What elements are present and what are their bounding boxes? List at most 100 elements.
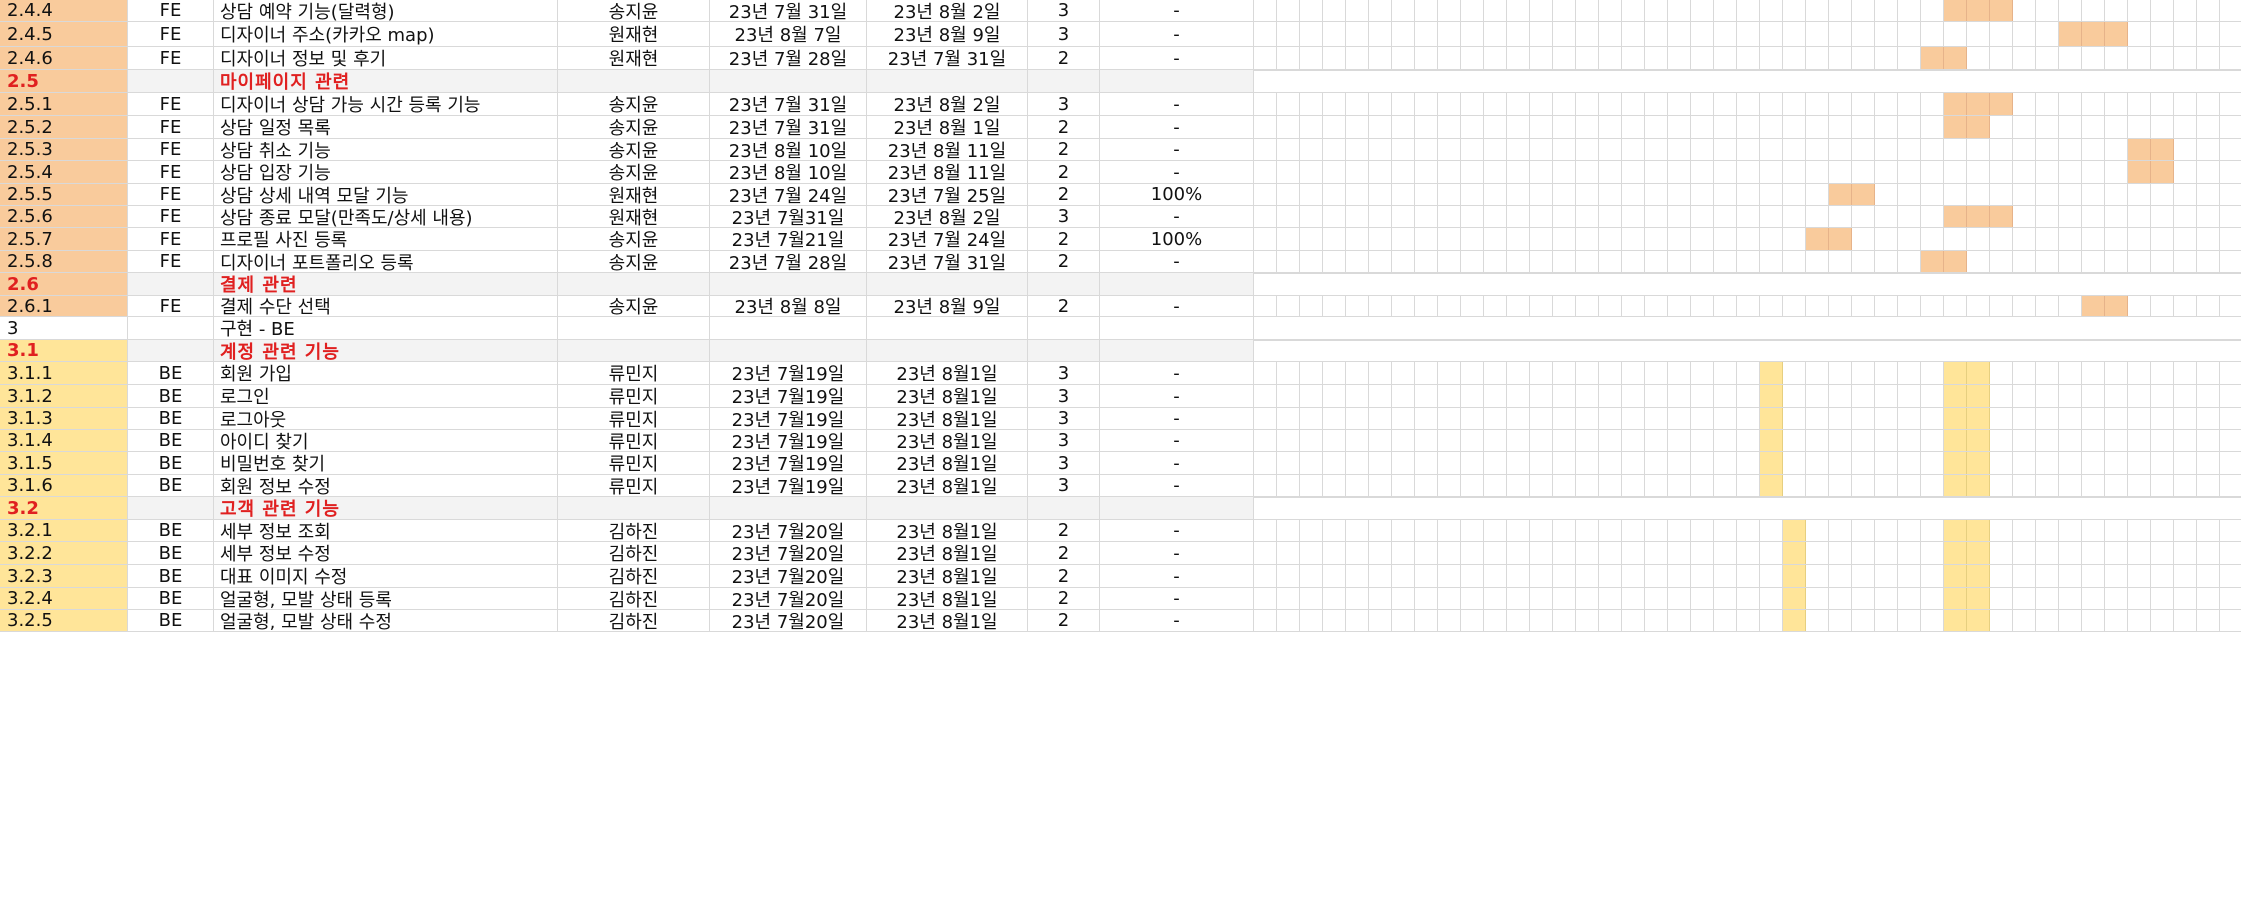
gantt-day-cell[interactable] (2013, 47, 2036, 69)
gantt-day-cell[interactable] (1369, 408, 1392, 429)
gantt-day-cell[interactable] (2220, 161, 2241, 183)
gantt-day-cell[interactable] (1645, 116, 1668, 138)
gantt-bar-cell[interactable] (1967, 588, 1990, 609)
gantt-day-cell[interactable] (1668, 22, 1691, 46)
gantt-day-cell[interactable] (1852, 296, 1875, 316)
gantt-bar-cell[interactable] (1783, 610, 1806, 631)
end-date-cell[interactable] (867, 317, 1028, 340)
gantt-day-cell[interactable] (1806, 430, 1829, 451)
owner-cell[interactable]: 김하진 (558, 588, 710, 610)
start-date-cell[interactable]: 23년 8월 10일 (710, 139, 867, 161)
gantt-day-cell[interactable] (1714, 161, 1737, 183)
progress-cell[interactable]: - (1100, 362, 1254, 385)
gantt-day-cell[interactable] (1369, 588, 1392, 609)
gantt-day-cell[interactable] (2036, 139, 2059, 160)
gantt-day-cell[interactable] (1806, 22, 1829, 46)
gantt-day-cell[interactable] (2013, 93, 2036, 115)
gantt-day-cell[interactable] (1530, 588, 1553, 609)
gantt-day-cell[interactable] (2197, 475, 2220, 496)
gantt-day-cell[interactable] (1576, 206, 1599, 227)
row-id-cell[interactable]: 3.1 (0, 340, 128, 362)
gantt-day-cell[interactable] (1369, 139, 1392, 160)
gantt-day-cell[interactable] (1484, 588, 1507, 609)
row-id-cell[interactable]: 3.1.1 (0, 362, 128, 385)
gantt-day-cell[interactable] (1461, 206, 1484, 227)
gantt-day-cell[interactable] (1806, 47, 1829, 69)
gantt-day-cell[interactable] (1553, 0, 1576, 21)
gantt-day-cell[interactable] (2059, 362, 2082, 384)
start-date-cell[interactable] (710, 340, 867, 362)
gantt-day-cell[interactable] (1760, 251, 1783, 272)
row-id-cell[interactable]: 2.5.6 (0, 206, 128, 228)
progress-cell[interactable]: - (1100, 22, 1254, 47)
gantt-day-cell[interactable] (1461, 139, 1484, 160)
gantt-day-cell[interactable] (2059, 430, 2082, 451)
gantt-day-cell[interactable] (1898, 610, 1921, 631)
type-cell[interactable]: FE (128, 47, 214, 70)
gantt-day-cell[interactable] (2174, 588, 2197, 609)
owner-cell[interactable]: 원재현 (558, 184, 710, 206)
gantt-day-cell[interactable] (2220, 542, 2241, 564)
gantt-day-cell[interactable] (1714, 93, 1737, 115)
gantt-day-cell[interactable] (1990, 296, 2013, 316)
gantt-day-cell[interactable] (2197, 588, 2220, 609)
gantt-day-cell[interactable] (1668, 206, 1691, 227)
gantt-day-cell[interactable] (1737, 161, 1760, 183)
gantt-day-cell[interactable] (1530, 93, 1553, 115)
gantt-day-cell[interactable] (1668, 47, 1691, 69)
gantt-day-cell[interactable] (2128, 610, 2151, 631)
gantt-day-cell[interactable] (1323, 116, 1346, 138)
gantt-day-cell[interactable] (1921, 408, 1944, 429)
gantt-day-cell[interactable] (1553, 408, 1576, 429)
gantt-day-cell[interactable] (2220, 93, 2241, 115)
gantt-day-cell[interactable] (1967, 161, 1990, 183)
gantt-day-cell[interactable] (1323, 408, 1346, 429)
gantt-day-cell[interactable] (1714, 139, 1737, 160)
gantt-day-cell[interactable] (1852, 588, 1875, 609)
gantt-day-cell[interactable] (1576, 475, 1599, 496)
type-cell[interactable]: BE (128, 610, 214, 632)
end-date-cell[interactable]: 23년 8월 1일 (867, 116, 1028, 139)
owner-cell[interactable]: 송지윤 (558, 0, 710, 22)
gantt-day-cell[interactable] (1806, 610, 1829, 631)
group-name-cell[interactable]: 고객 관련 기능 (214, 497, 558, 520)
gantt-day-cell[interactable] (2082, 161, 2105, 183)
gantt-day-cell[interactable] (1806, 408, 1829, 429)
gantt-day-cell[interactable] (1323, 430, 1346, 451)
gantt-day-cell[interactable] (1277, 452, 1300, 474)
gantt-day-cell[interactable] (1875, 206, 1898, 227)
gantt-day-cell[interactable] (1438, 161, 1461, 183)
gantt-day-cell[interactable] (1714, 542, 1737, 564)
task-name-cell[interactable]: 상담 상세 내역 모달 기능 (214, 184, 558, 206)
gantt-day-cell[interactable] (1806, 475, 1829, 496)
gantt-day-cell[interactable] (1852, 475, 1875, 496)
gantt-day-cell[interactable] (2197, 47, 2220, 69)
gantt-day-cell[interactable] (1760, 47, 1783, 69)
gantt-day-cell[interactable] (1300, 116, 1323, 138)
gantt-day-cell[interactable] (1415, 116, 1438, 138)
progress-cell[interactable]: - (1100, 610, 1254, 632)
gantt-day-cell[interactable] (2013, 475, 2036, 496)
end-date-cell[interactable] (867, 273, 1028, 296)
gantt-day-cell[interactable] (1829, 610, 1852, 631)
task-name-cell[interactable]: 디자이너 주소(카카오 map) (214, 22, 558, 47)
gantt-bar-cell[interactable] (1967, 475, 1990, 496)
gantt-day-cell[interactable] (1300, 362, 1323, 384)
gantt-bar-cell[interactable] (1944, 475, 1967, 496)
gantt-day-cell[interactable] (2105, 385, 2128, 407)
end-date-cell[interactable]: 23년 8월1일 (867, 588, 1028, 610)
gantt-day-cell[interactable] (1921, 22, 1944, 46)
gantt-day-cell[interactable] (1783, 475, 1806, 496)
gantt-day-cell[interactable] (1875, 47, 1898, 69)
gantt-day-cell[interactable] (1668, 161, 1691, 183)
gantt-day-cell[interactable] (2082, 184, 2105, 205)
end-date-cell[interactable]: 23년 7월 31일 (867, 47, 1028, 70)
gantt-day-cell[interactable] (2105, 475, 2128, 496)
gantt-day-cell[interactable] (2220, 0, 2241, 21)
gantt-day-cell[interactable] (1461, 116, 1484, 138)
gantt-day-cell[interactable] (1530, 408, 1553, 429)
gantt-day-cell[interactable] (1714, 116, 1737, 138)
start-date-cell[interactable]: 23년 7월20일 (710, 542, 867, 565)
gantt-day-cell[interactable] (1645, 206, 1668, 227)
gantt-bar-cell[interactable] (1967, 542, 1990, 564)
